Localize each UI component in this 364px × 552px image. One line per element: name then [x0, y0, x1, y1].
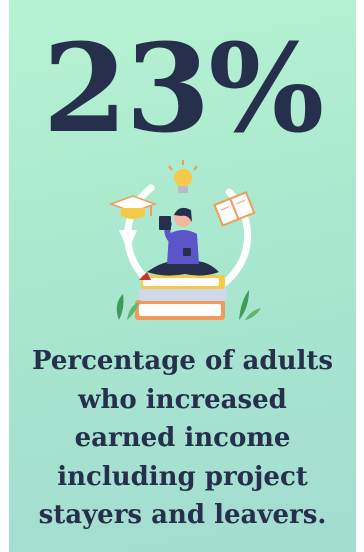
caption-line: including project — [57, 461, 308, 492]
caption-line: who increased — [78, 384, 287, 415]
infographic-card: 23% — [9, 0, 356, 552]
caption-line: earned income — [74, 423, 291, 453]
caption-line: stayers and leavers. — [38, 500, 327, 530]
caption: Percentage of adults who increased earne… — [15, 342, 350, 535]
lightbulb-icon — [168, 160, 198, 193]
open-book-icon — [213, 191, 256, 227]
plant-icon — [116, 290, 261, 320]
graduation-cap-icon — [108, 195, 158, 219]
learning-illustration — [108, 160, 261, 320]
caption-line: Percentage of adults — [31, 346, 334, 376]
book-stack — [135, 275, 227, 320]
reading-person — [139, 207, 219, 280]
stat-value: 23% — [42, 16, 325, 160]
